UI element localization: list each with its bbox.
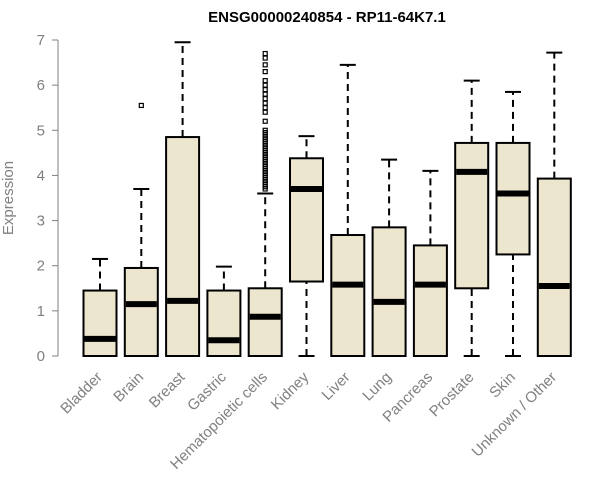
y-tick-label: 3 [37,213,45,230]
box [123,266,159,358]
box [82,289,118,357]
x-tick-label: Breast [146,368,189,411]
x-tick-label: Skin [486,369,519,402]
box-group [330,63,366,357]
x-tick-label: Bladder [57,369,106,418]
box-group [247,50,283,357]
y-tick-label: 1 [37,303,45,320]
outlier-point [262,96,268,102]
outlier-point [262,68,268,75]
outlier-point [262,62,268,68]
box-group [536,51,572,357]
outlier-point [262,55,268,61]
outlier-point [262,100,268,106]
y-tick-label: 7 [37,32,45,49]
y-axis-label: Expression [0,161,17,235]
outlier-point [262,91,268,97]
y-tick-label: 2 [37,258,45,275]
outlier-point [262,50,268,57]
chart-title: ENSG00000240854 - RP11-64K7.1 [208,9,446,26]
outlier-point [138,102,144,109]
box-group [371,158,407,357]
outlier-point [262,109,268,115]
x-tick-label: Lung [359,369,395,405]
box [495,141,531,256]
box-group [289,135,324,357]
box-group [206,265,242,357]
outlier-point [262,118,268,124]
box [371,226,407,357]
box-group [165,41,201,357]
y-axis: 0 1 2 3 4 5 6 7 [37,32,59,365]
outlier-point [262,87,268,93]
y-tick-label: 6 [37,77,45,94]
box [330,234,366,357]
y-tick-label: 4 [37,167,45,184]
box-group [454,79,490,357]
box-group [412,169,448,357]
box [165,136,201,357]
box [206,289,242,357]
outlier-point [262,82,268,88]
box [536,177,572,357]
x-tick-label: Prostate [426,369,478,421]
outlier-point [262,127,268,133]
box-group [82,257,118,357]
box [454,141,490,290]
box-group [123,102,159,358]
outlier-point [262,78,268,84]
outlier-point [262,105,268,111]
box [412,244,448,357]
box-group [495,90,531,357]
x-tick-label: Kidney [268,368,313,413]
y-tick-label: 0 [37,348,45,365]
box [247,287,283,357]
y-tick-label: 5 [37,122,45,139]
x-tick-label: Brain [110,369,147,406]
x-tick-label: Liver [319,369,354,404]
boxes-layer [82,41,572,358]
box [289,157,324,283]
